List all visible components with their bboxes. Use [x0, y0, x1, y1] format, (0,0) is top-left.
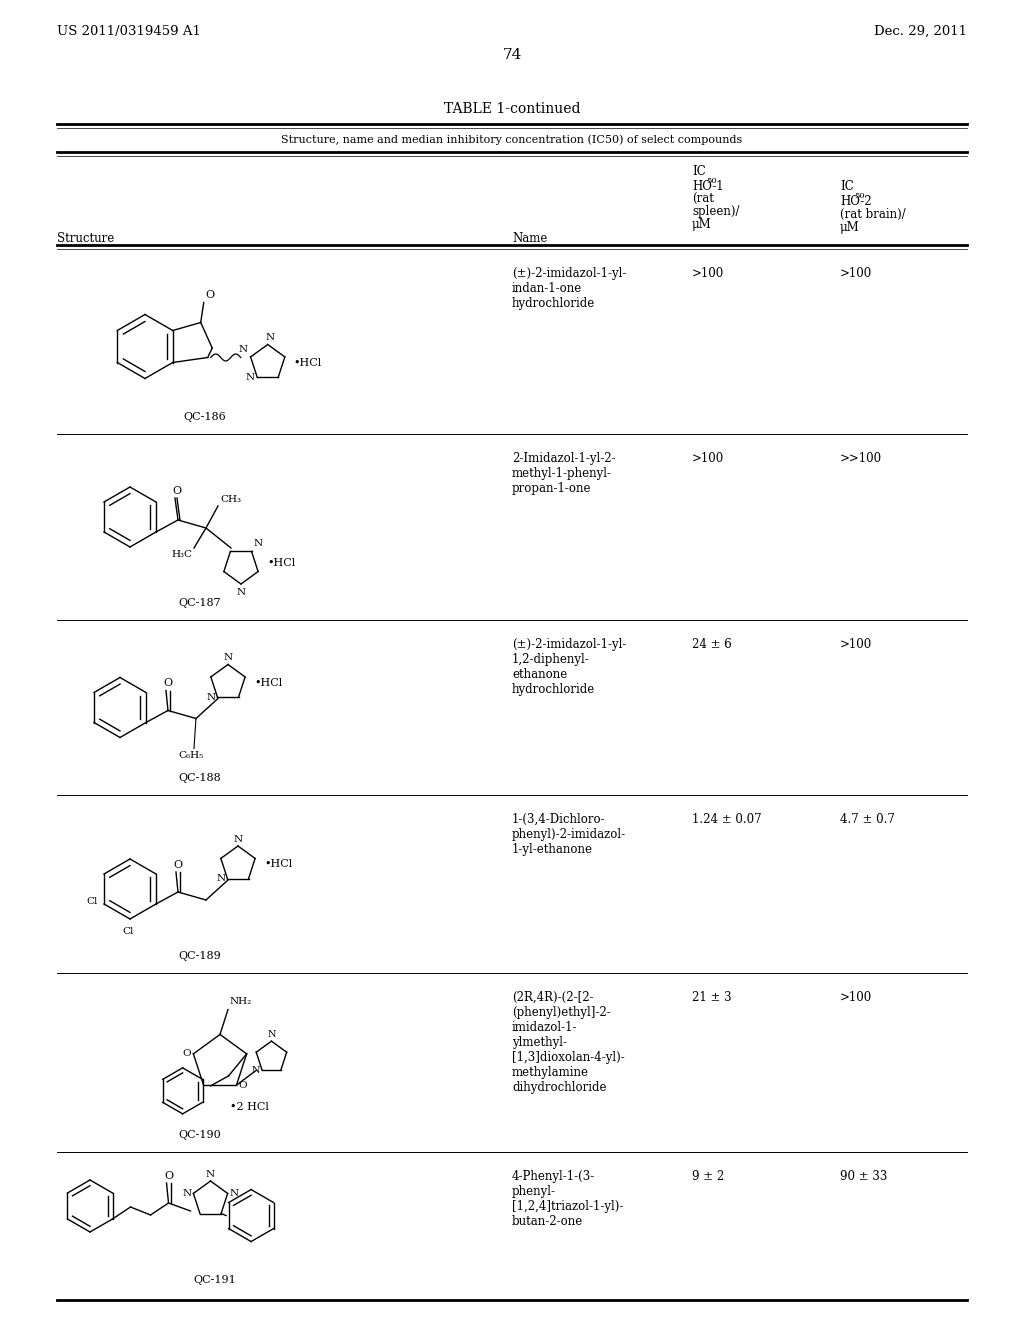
Text: (rat: (rat [692, 193, 714, 206]
Text: spleen)/: spleen)/ [692, 205, 739, 218]
Text: O: O [172, 486, 181, 496]
Text: •HCl: •HCl [267, 558, 295, 568]
Text: 21 ± 3: 21 ± 3 [692, 991, 731, 1005]
Text: N: N [246, 372, 255, 381]
Text: >100: >100 [840, 991, 872, 1005]
Text: N: N [267, 1030, 275, 1039]
Text: TABLE 1-continued: TABLE 1-continued [443, 102, 581, 116]
Text: •HCl: •HCl [254, 677, 283, 688]
Text: >>100: >>100 [840, 451, 882, 465]
Text: CH₃: CH₃ [220, 495, 241, 504]
Text: (±)-2-imidazol-1-yl-
1,2-diphenyl-
ethanone
hydrochloride: (±)-2-imidazol-1-yl- 1,2-diphenyl- ethan… [512, 638, 627, 696]
Text: N: N [265, 334, 274, 342]
Text: 74: 74 [503, 48, 521, 62]
Text: Structure, name and median inhibitory concentration (IC50) of select compounds: Structure, name and median inhibitory co… [282, 135, 742, 145]
Text: O: O [164, 1171, 173, 1181]
Text: μM: μM [840, 220, 860, 234]
Text: N: N [229, 1189, 239, 1199]
Text: O: O [206, 290, 215, 301]
Text: μM: μM [692, 218, 712, 231]
Text: Name: Name [512, 232, 548, 246]
Text: QC-186: QC-186 [183, 412, 226, 422]
Text: O: O [164, 678, 172, 689]
Text: >100: >100 [692, 451, 724, 465]
Text: 1-(3,4-Dichloro-
phenyl)-2-imidazol-
1-yl-ethanone: 1-(3,4-Dichloro- phenyl)-2-imidazol- 1-y… [512, 813, 626, 855]
Text: QC-191: QC-191 [194, 1275, 237, 1284]
Text: HO-2: HO-2 [840, 195, 871, 209]
Text: QC-190: QC-190 [178, 1130, 221, 1140]
Text: 90 ± 33: 90 ± 33 [840, 1170, 888, 1183]
Text: Cl: Cl [87, 896, 98, 906]
Text: QC-187: QC-187 [178, 598, 221, 609]
Text: IC: IC [692, 165, 706, 178]
Text: N: N [216, 874, 225, 883]
Text: O: O [182, 1049, 191, 1059]
Text: QC-189: QC-189 [178, 950, 221, 961]
Text: N: N [233, 836, 243, 843]
Text: •2 HCl: •2 HCl [230, 1102, 269, 1113]
Text: NH₂: NH₂ [230, 998, 252, 1006]
Text: O: O [173, 861, 182, 870]
Text: HO-1: HO-1 [692, 180, 724, 193]
Text: 4-Phenyl-1-(3-
phenyl-
[1,2,4]triazol-1-yl)-
butan-2-one: 4-Phenyl-1-(3- phenyl- [1,2,4]triazol-1-… [512, 1170, 624, 1228]
Text: >100: >100 [840, 638, 872, 651]
Text: N: N [252, 1065, 260, 1074]
Text: Dec. 29, 2011: Dec. 29, 2011 [874, 25, 967, 38]
Text: (rat brain)/: (rat brain)/ [840, 209, 906, 220]
Text: N: N [239, 345, 247, 354]
Text: N: N [206, 693, 215, 701]
Text: 1.24 ± 0.07: 1.24 ± 0.07 [692, 813, 762, 826]
Text: 24 ± 6: 24 ± 6 [692, 638, 732, 651]
Text: N: N [237, 587, 246, 597]
Text: C₆H₅: C₆H₅ [178, 751, 204, 760]
Text: 50: 50 [706, 177, 717, 185]
Text: N: N [182, 1189, 191, 1199]
Text: •HCl: •HCl [264, 859, 292, 869]
Text: 4.7 ± 0.7: 4.7 ± 0.7 [840, 813, 895, 826]
Text: •HCl: •HCl [294, 358, 322, 367]
Text: (2R,4R)-(2-[2-
(phenyl)ethyl]-2-
imidazol-1-
ylmethyl-
[1,3]dioxolan-4-yl)-
meth: (2R,4R)-(2-[2- (phenyl)ethyl]-2- imidazo… [512, 991, 625, 1094]
Text: QC-188: QC-188 [178, 774, 221, 783]
Text: IC: IC [840, 180, 854, 193]
Text: 9 ± 2: 9 ± 2 [692, 1170, 724, 1183]
Text: O: O [239, 1081, 247, 1089]
Text: N: N [254, 540, 263, 548]
Text: N: N [223, 653, 232, 663]
Text: (±)-2-imidazol-1-yl-
indan-1-one
hydrochloride: (±)-2-imidazol-1-yl- indan-1-one hydroch… [512, 267, 627, 310]
Text: N: N [206, 1170, 215, 1179]
Text: >100: >100 [692, 267, 724, 280]
Text: US 2011/0319459 A1: US 2011/0319459 A1 [57, 25, 201, 38]
Text: Cl: Cl [122, 927, 134, 936]
Text: 50: 50 [854, 191, 864, 201]
Text: 2-Imidazol-1-yl-2-
methyl-1-phenyl-
propan-1-one: 2-Imidazol-1-yl-2- methyl-1-phenyl- prop… [512, 451, 615, 495]
Text: >100: >100 [840, 267, 872, 280]
Text: H₃C: H₃C [171, 550, 191, 558]
Text: Structure: Structure [57, 232, 115, 246]
